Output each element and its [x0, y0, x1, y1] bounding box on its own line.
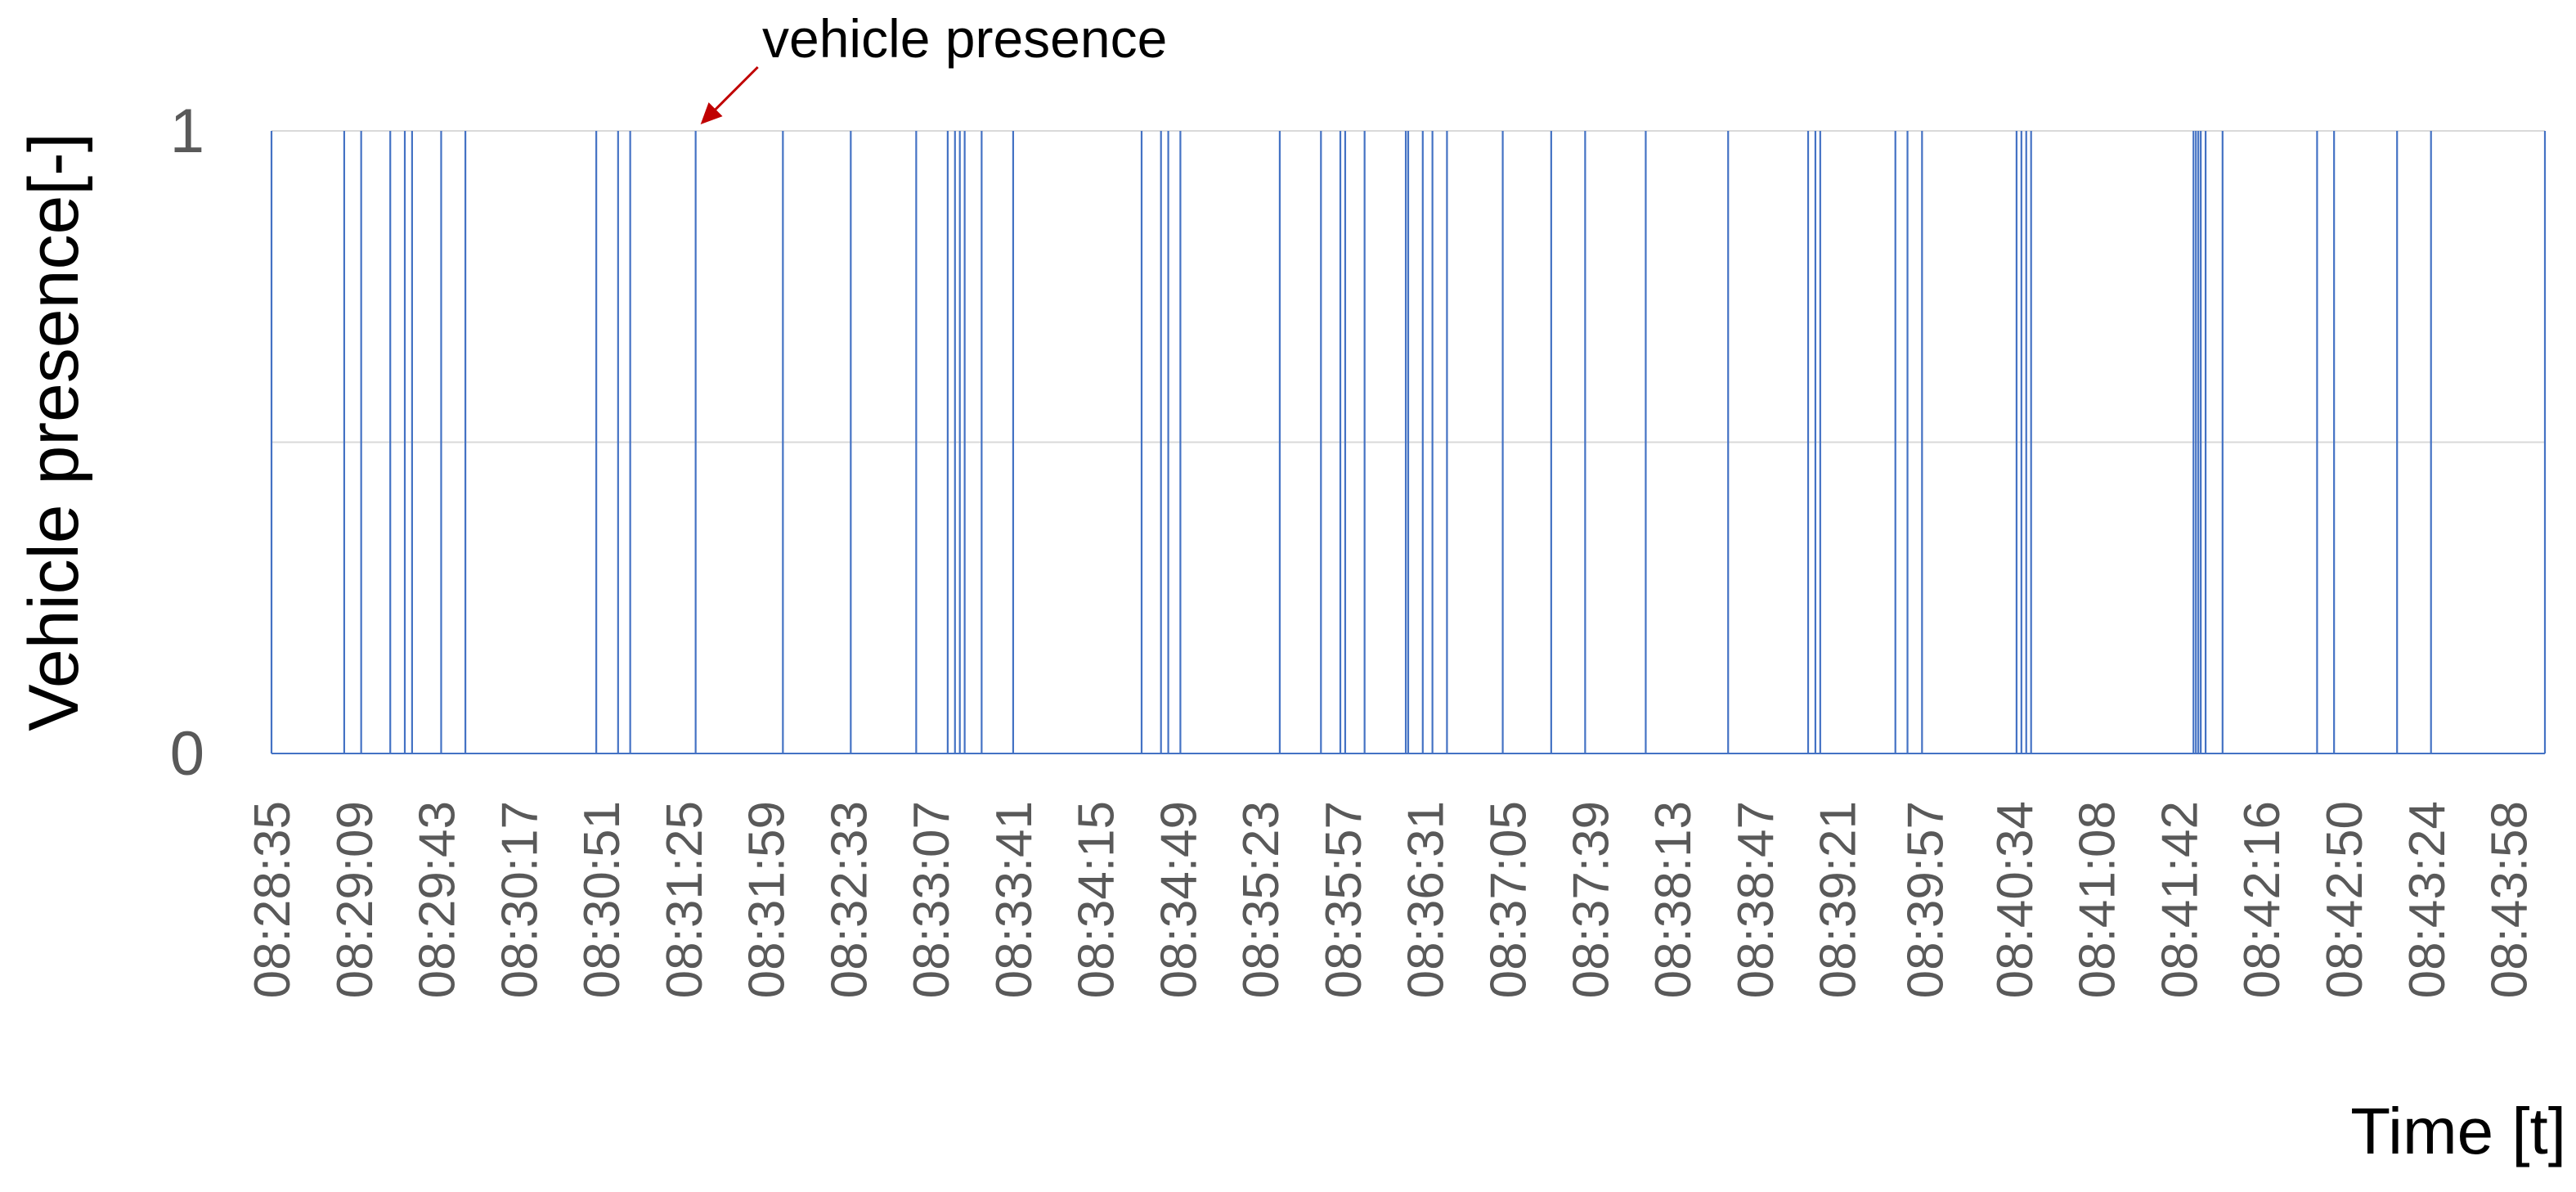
x-tick-label: 08:36:31: [1398, 801, 1455, 998]
x-tick-label: 08:29:43: [410, 801, 466, 998]
annotation-arrow-head: [700, 102, 723, 124]
x-tick-label: 08:33:41: [986, 801, 1043, 998]
x-tick-label: 08:35:57: [1316, 801, 1372, 998]
x-tick-label: 08:38:47: [1728, 801, 1784, 998]
x-tick-label: 08:30:51: [574, 801, 631, 998]
x-tick-label: 08:42:50: [2317, 801, 2373, 998]
x-tick-label: 08:43:24: [2399, 801, 2456, 998]
x-tick-label: 08:41:42: [2152, 801, 2208, 998]
x-tick-label: 08:35:23: [1233, 801, 1290, 998]
x-tick-label: 08:28:35: [245, 801, 301, 998]
y-tick-label: 1: [170, 97, 204, 166]
x-tick-label: 08:39:57: [1897, 801, 1954, 998]
x-tick-label: 08:38:13: [1645, 801, 1702, 998]
x-tick-label: 08:34:49: [1151, 801, 1207, 998]
y-tick-labels: 01: [170, 97, 204, 789]
x-axis-title: Time [t]: [2350, 1095, 2566, 1167]
annotation-label: vehicle presence: [762, 8, 1167, 69]
x-tick-label: 08:31:25: [657, 801, 713, 998]
y-tick-label: 0: [170, 719, 204, 789]
x-tick-label: 08:40:34: [1987, 801, 2044, 998]
x-tick-label: 08:43:58: [2482, 801, 2538, 998]
annotation-layer: vehicle presence: [700, 8, 1167, 124]
series-layer: [270, 131, 2547, 754]
x-tick-label: 08:39:21: [1811, 801, 1867, 998]
x-tick-label: 08:37:39: [1563, 801, 1619, 998]
x-tick-label: 08:32:33: [821, 801, 877, 998]
x-tick-label: 08:37:05: [1481, 801, 1537, 998]
x-tick-label: 08:42:16: [2234, 801, 2291, 998]
x-tick-label: 08:34:15: [1069, 801, 1125, 998]
x-tick-label: 08:41:08: [2070, 801, 2126, 998]
x-tick-label: 08:31:59: [739, 801, 796, 998]
x-tick-labels: 08:28:35 08:29:09 08:29:43 08:30:17 08:30:51…: [245, 801, 2538, 998]
x-tick-label: 08:29:09: [327, 801, 384, 998]
annotation-arrow-shaft: [707, 65, 759, 118]
y-axis-title: Vehicle presence[-]: [15, 133, 93, 731]
x-tick-label: 08:30:17: [491, 801, 548, 998]
x-tick-label: 08:33:07: [904, 801, 960, 998]
